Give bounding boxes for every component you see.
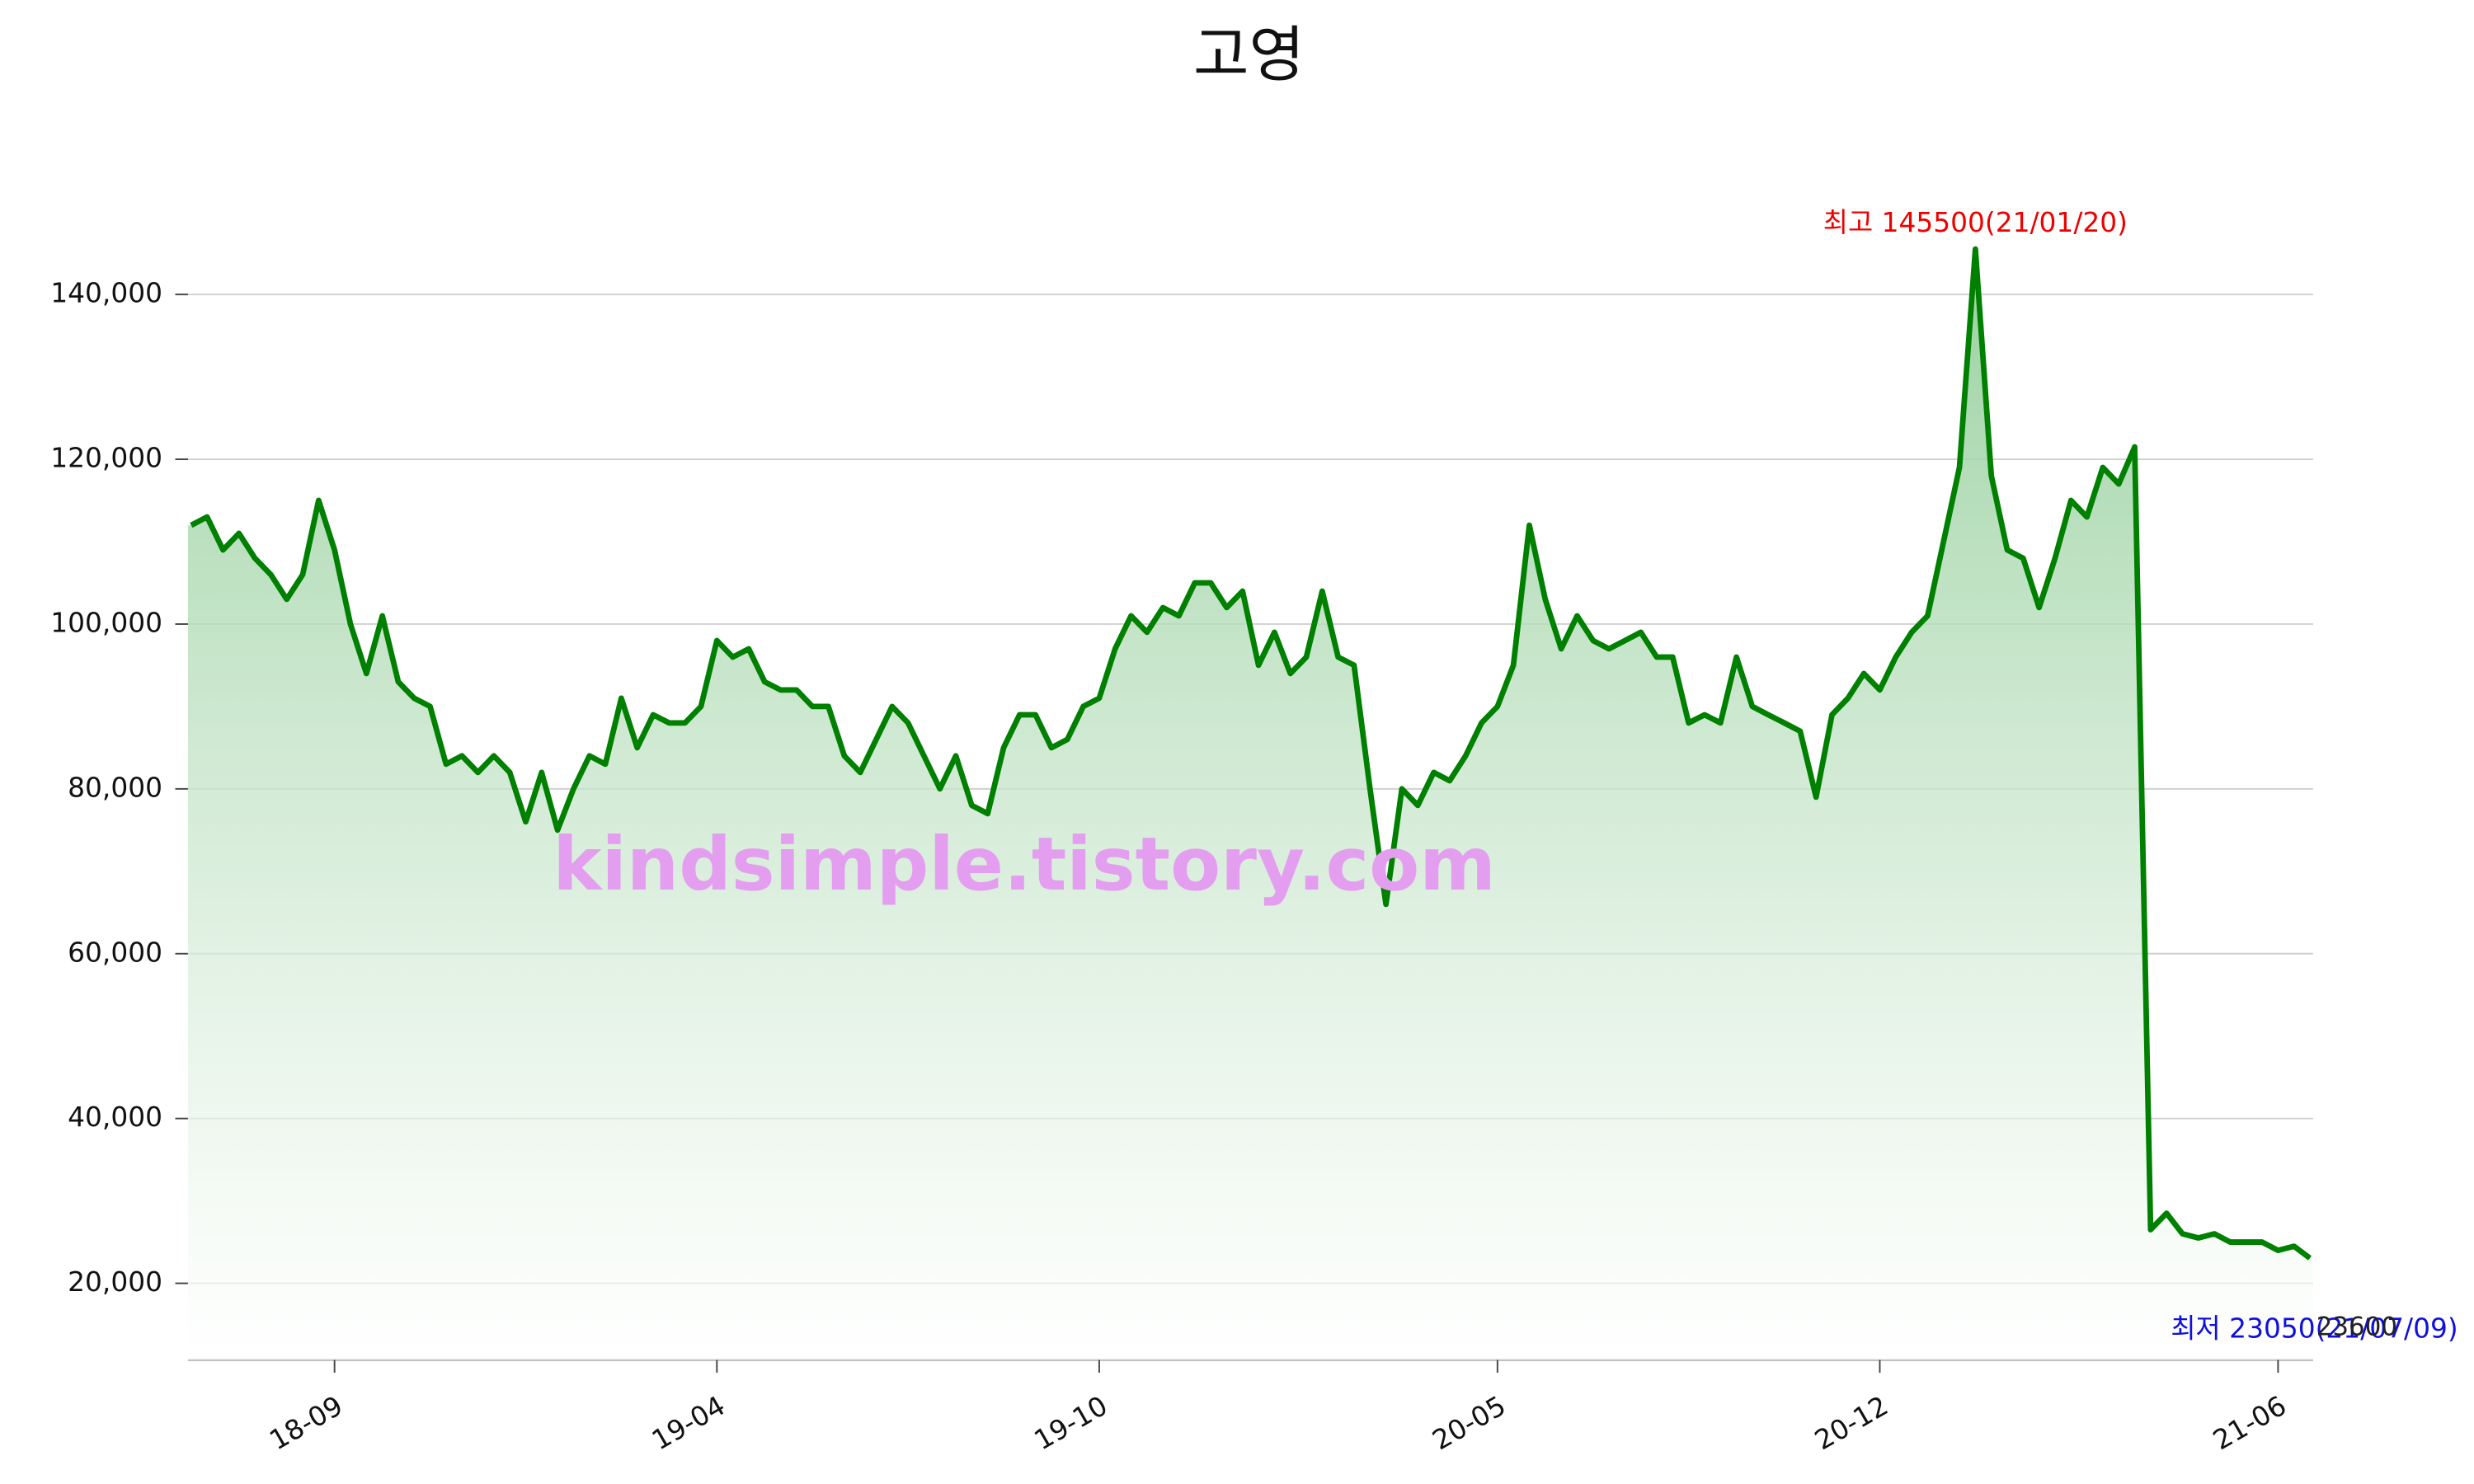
x-tick-label: 20-05: [1427, 1390, 1512, 1457]
last-annotation: 23600: [2316, 1313, 2397, 1342]
x-tick-label: 19-04: [647, 1390, 731, 1457]
y-tick-label: 100,000: [50, 607, 162, 638]
low-annotation: 최저 23050(21/07/09): [2171, 1313, 2458, 1345]
area-fill: [187, 249, 2313, 1360]
watermark: kindsimple.tistory.com: [553, 822, 1495, 907]
high-annotation: 최고 145500(21/01/20): [1823, 207, 2128, 238]
y-tick-label: 120,000: [50, 443, 162, 474]
y-tick-label: 80,000: [68, 772, 162, 803]
y-tick-label: 20,000: [68, 1266, 162, 1298]
y-tick-label: 40,000: [68, 1101, 162, 1133]
x-tick-label: 18-09: [265, 1390, 349, 1457]
x-tick-label: 19-10: [1029, 1390, 1113, 1457]
x-tick-label: 20-12: [1809, 1390, 1893, 1457]
y-tick-label: 60,000: [68, 937, 162, 968]
x-tick-label: 21-06: [2208, 1390, 2292, 1457]
y-tick-label: 140,000: [50, 278, 162, 309]
chart-title: 고영: [1193, 20, 1305, 90]
price-line: [190, 246, 2312, 1261]
